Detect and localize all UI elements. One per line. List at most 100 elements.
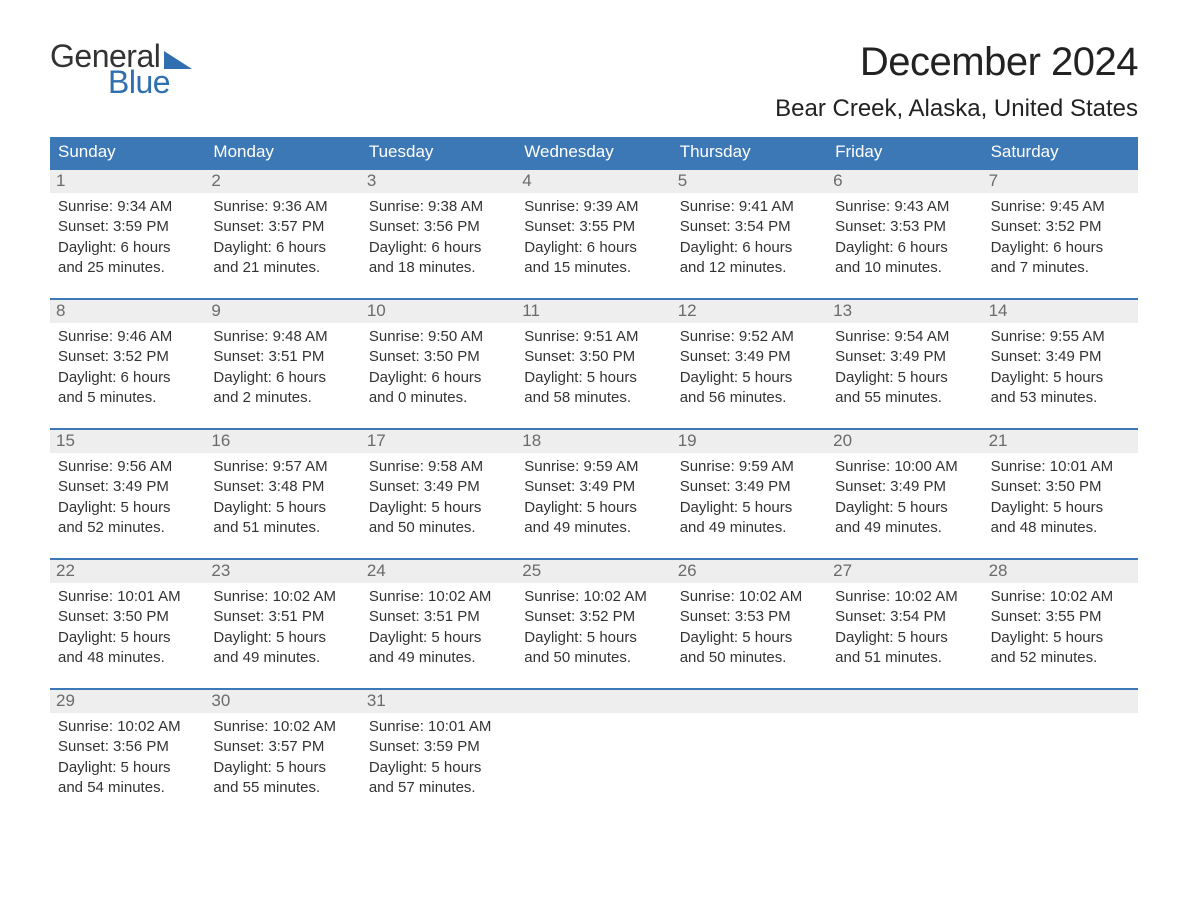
sunrise-text: Sunrise: 10:00 AM <box>835 457 976 477</box>
daylight-text-1: Daylight: 5 hours <box>58 758 199 778</box>
sunset-text: Sunset: 3:52 PM <box>524 607 665 627</box>
sunrise-text: Sunrise: 9:38 AM <box>369 197 510 217</box>
daylight-text-1: Daylight: 5 hours <box>835 368 976 388</box>
daylight-text-2: and 50 minutes. <box>680 648 821 668</box>
week-row: 1234567Sunrise: 9:34 AMSunset: 3:59 PMDa… <box>50 168 1138 280</box>
daylight-text-1: Daylight: 5 hours <box>58 498 199 518</box>
daynum-row: 22232425262728 <box>50 560 1138 583</box>
daylight-text-1: Daylight: 6 hours <box>369 238 510 258</box>
sunset-text: Sunset: 3:48 PM <box>213 477 354 497</box>
logo-text-blue: Blue <box>108 66 192 98</box>
sunrise-text: Sunrise: 10:02 AM <box>524 587 665 607</box>
day-cell: Sunrise: 9:59 AMSunset: 3:49 PMDaylight:… <box>516 453 671 540</box>
day-number: 23 <box>205 560 360 583</box>
sunrise-text: Sunrise: 10:02 AM <box>58 717 199 737</box>
day-cell: Sunrise: 9:58 AMSunset: 3:49 PMDaylight:… <box>361 453 516 540</box>
day-cell: Sunrise: 9:39 AMSunset: 3:55 PMDaylight:… <box>516 193 671 280</box>
daylight-text-2: and 52 minutes. <box>58 518 199 538</box>
sunset-text: Sunset: 3:55 PM <box>524 217 665 237</box>
daylight-text-1: Daylight: 5 hours <box>524 628 665 648</box>
daylight-text-2: and 10 minutes. <box>835 258 976 278</box>
sunset-text: Sunset: 3:49 PM <box>58 477 199 497</box>
day-header-saturday: Saturday <box>983 137 1138 168</box>
day-cell: Sunrise: 10:02 AMSunset: 3:54 PMDaylight… <box>827 583 982 670</box>
flag-icon <box>164 51 192 69</box>
daylight-text-1: Daylight: 5 hours <box>213 498 354 518</box>
day-number: 14 <box>983 300 1138 323</box>
sunset-text: Sunset: 3:55 PM <box>991 607 1132 627</box>
daylight-text-1: Daylight: 5 hours <box>835 628 976 648</box>
daylight-text-2: and 5 minutes. <box>58 388 199 408</box>
day-cell: Sunrise: 10:02 AMSunset: 3:51 PMDaylight… <box>361 583 516 670</box>
day-cell: Sunrise: 9:36 AMSunset: 3:57 PMDaylight:… <box>205 193 360 280</box>
daylight-text-1: Daylight: 6 hours <box>213 368 354 388</box>
sunrise-text: Sunrise: 10:02 AM <box>991 587 1132 607</box>
day-cell: Sunrise: 9:38 AMSunset: 3:56 PMDaylight:… <box>361 193 516 280</box>
daylight-text-2: and 12 minutes. <box>680 258 821 278</box>
day-cell: Sunrise: 9:55 AMSunset: 3:49 PMDaylight:… <box>983 323 1138 410</box>
sunset-text: Sunset: 3:49 PM <box>991 347 1132 367</box>
day-number: 3 <box>361 170 516 193</box>
daylight-text-1: Daylight: 5 hours <box>213 758 354 778</box>
daylight-text-2: and 15 minutes. <box>524 258 665 278</box>
daylight-text-2: and 7 minutes. <box>991 258 1132 278</box>
sunrise-text: Sunrise: 10:02 AM <box>835 587 976 607</box>
sunset-text: Sunset: 3:50 PM <box>991 477 1132 497</box>
day-number: 2 <box>205 170 360 193</box>
sunset-text: Sunset: 3:49 PM <box>835 477 976 497</box>
day-header-row: Sunday Monday Tuesday Wednesday Thursday… <box>50 137 1138 168</box>
daylight-text-1: Daylight: 5 hours <box>213 628 354 648</box>
sunset-text: Sunset: 3:49 PM <box>680 347 821 367</box>
day-number: 12 <box>672 300 827 323</box>
day-header-friday: Friday <box>827 137 982 168</box>
day-header-thursday: Thursday <box>672 137 827 168</box>
daylight-text-2: and 49 minutes. <box>524 518 665 538</box>
sunset-text: Sunset: 3:57 PM <box>213 217 354 237</box>
daylight-text-2: and 0 minutes. <box>369 388 510 408</box>
day-number: 25 <box>516 560 671 583</box>
sunrise-text: Sunrise: 9:34 AM <box>58 197 199 217</box>
daylight-text-2: and 54 minutes. <box>58 778 199 798</box>
day-number: 5 <box>672 170 827 193</box>
sunrise-text: Sunrise: 9:58 AM <box>369 457 510 477</box>
sunrise-text: Sunrise: 9:41 AM <box>680 197 821 217</box>
day-cell <box>983 713 1138 800</box>
day-cell: Sunrise: 10:02 AMSunset: 3:52 PMDaylight… <box>516 583 671 670</box>
month-title: December 2024 <box>775 40 1138 85</box>
sunset-text: Sunset: 3:49 PM <box>369 477 510 497</box>
daylight-text-2: and 51 minutes. <box>213 518 354 538</box>
sunset-text: Sunset: 3:53 PM <box>680 607 821 627</box>
daylight-text-1: Daylight: 5 hours <box>524 498 665 518</box>
daylight-text-1: Daylight: 6 hours <box>524 238 665 258</box>
sunset-text: Sunset: 3:54 PM <box>835 607 976 627</box>
sunrise-text: Sunrise: 9:52 AM <box>680 327 821 347</box>
daynum-row: 293031 <box>50 690 1138 713</box>
daylight-text-2: and 49 minutes. <box>680 518 821 538</box>
daylight-text-2: and 50 minutes. <box>369 518 510 538</box>
day-cell: Sunrise: 9:48 AMSunset: 3:51 PMDaylight:… <box>205 323 360 410</box>
day-number: 20 <box>827 430 982 453</box>
day-cell: Sunrise: 9:34 AMSunset: 3:59 PMDaylight:… <box>50 193 205 280</box>
daylight-text-2: and 58 minutes. <box>524 388 665 408</box>
day-number: 9 <box>205 300 360 323</box>
sunrise-text: Sunrise: 9:51 AM <box>524 327 665 347</box>
daynum-row: 891011121314 <box>50 300 1138 323</box>
daylight-text-1: Daylight: 5 hours <box>680 628 821 648</box>
day-number: 29 <box>50 690 205 713</box>
daylight-text-2: and 48 minutes. <box>58 648 199 668</box>
sunrise-text: Sunrise: 10:01 AM <box>58 587 199 607</box>
daynum-row: 15161718192021 <box>50 430 1138 453</box>
day-number: 19 <box>672 430 827 453</box>
day-cell: Sunrise: 9:52 AMSunset: 3:49 PMDaylight:… <box>672 323 827 410</box>
day-number <box>516 690 671 713</box>
sunset-text: Sunset: 3:51 PM <box>213 607 354 627</box>
daylight-text-2: and 48 minutes. <box>991 518 1132 538</box>
sunrise-text: Sunrise: 9:36 AM <box>213 197 354 217</box>
day-cell <box>827 713 982 800</box>
sunrise-text: Sunrise: 9:45 AM <box>991 197 1132 217</box>
day-number <box>827 690 982 713</box>
sunrise-text: Sunrise: 10:01 AM <box>991 457 1132 477</box>
day-number: 28 <box>983 560 1138 583</box>
sunset-text: Sunset: 3:59 PM <box>369 737 510 757</box>
day-number: 30 <box>205 690 360 713</box>
